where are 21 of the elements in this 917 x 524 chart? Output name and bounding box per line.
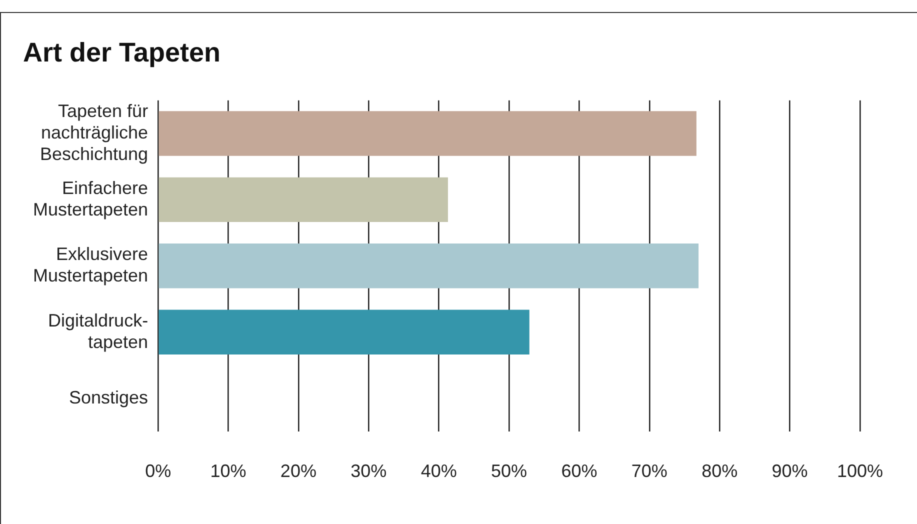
bar <box>158 177 448 222</box>
y-tick-label: Tapeten für nachträgliche Beschichtung <box>40 100 148 164</box>
x-tick-label: 40% <box>420 461 457 482</box>
y-tick-label: Exklusivere Mustertapeten <box>32 244 148 286</box>
x-tick-label: 100% <box>836 461 884 482</box>
x-tick-label: 60% <box>561 461 598 482</box>
bar <box>158 244 699 288</box>
x-tick-label: 70% <box>631 461 668 482</box>
x-tick-label: 0% <box>145 461 172 482</box>
x-tick-label: 30% <box>350 461 387 482</box>
bar <box>158 111 696 156</box>
x-tick-label: 90% <box>772 461 808 482</box>
x-tick-label: 80% <box>702 461 738 482</box>
y-tick-label: Digitaldruck- tapeten <box>48 310 148 352</box>
y-tick-label: Sonstiges <box>69 387 148 408</box>
y-tick-label: Einfachere Mustertapeten <box>32 178 148 220</box>
bar <box>158 310 530 354</box>
chart-title: Art der Tapeten <box>23 38 221 68</box>
x-tick-label: 20% <box>280 461 316 482</box>
x-tick-label: 10% <box>210 461 246 482</box>
x-tick-label: 50% <box>491 461 528 482</box>
